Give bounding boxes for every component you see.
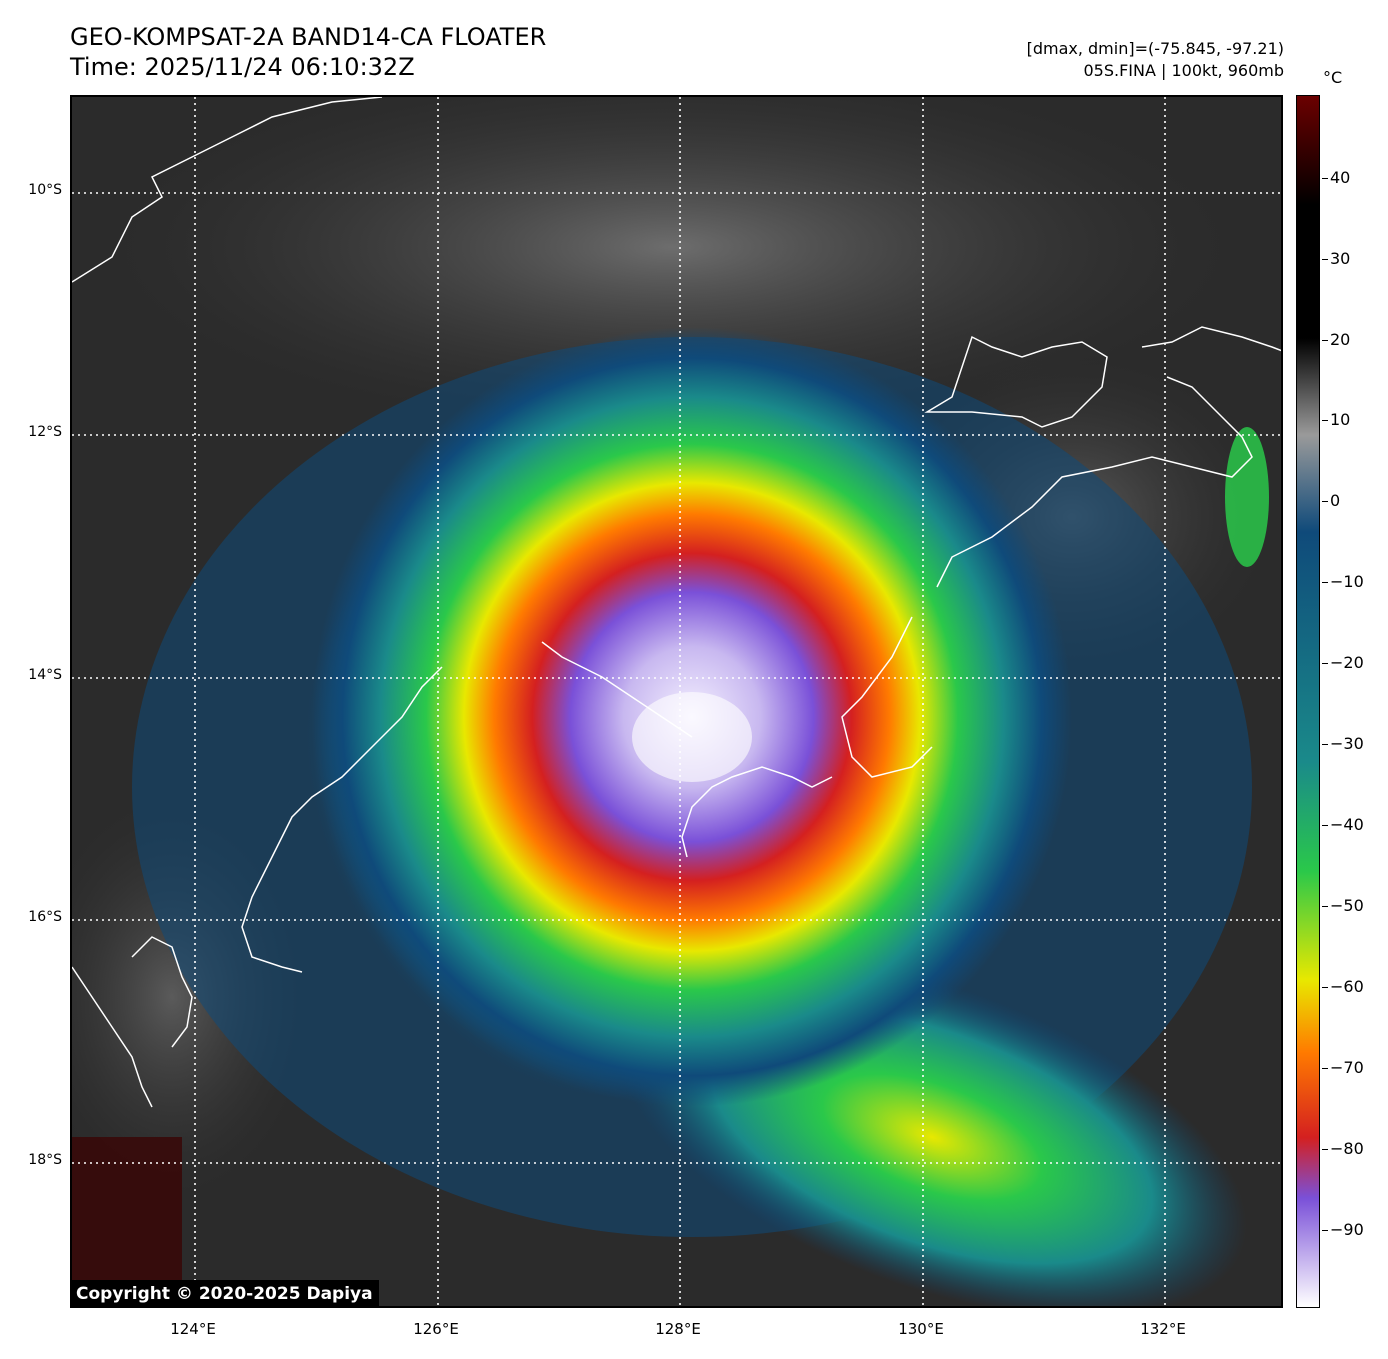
lon-label-124e: 124°E [170,1320,216,1338]
colorbar-label: −70 [1330,1058,1364,1077]
colorbar-tick [1322,987,1328,988]
lon-label-130e: 130°E [898,1320,944,1338]
lon-label-126e: 126°E [413,1320,459,1338]
colorbar-label: 40 [1330,168,1351,187]
lon-label-128e: 128°E [655,1320,701,1338]
lat-label-14s: 14°S [28,667,62,683]
colorbar-unit: °C [1323,68,1343,87]
satellite-map [70,95,1283,1308]
colorbar-tick [1322,825,1328,826]
colorbar-label: 10 [1330,410,1351,429]
colorbar-tick [1322,420,1328,421]
colorbar-label: −80 [1330,1139,1364,1158]
colorbar-tick [1322,178,1328,179]
colorbar-tick [1322,663,1328,664]
lat-label-10s: 10°S [28,182,62,198]
colorbar-label: 30 [1330,249,1351,268]
product-title: GEO-KOMPSAT-2A BAND14-CA FLOATER [70,23,547,51]
colorbar-tick [1322,259,1328,260]
coastlines [72,97,1281,1108]
colorbar-label: −50 [1330,896,1364,915]
lat-label-16s: 16°S [28,909,62,925]
data-range: [dmax, dmin]=(-75.845, -97.21) [1026,39,1284,58]
colorbar-tick [1322,340,1328,341]
colorbar-label: 20 [1330,330,1351,349]
colorbar-tick [1322,501,1328,502]
lon-label-132e: 132°E [1140,1320,1186,1338]
lat-label-12s: 12°S [28,424,62,440]
timestamp: Time: 2025/11/24 06:10:32Z [70,53,415,81]
colorbar-label: 0 [1330,491,1341,510]
colorbar-label: −60 [1330,977,1364,996]
info-block: [dmax, dmin]=(-75.845, -97.21) 05S.FINA … [1027,38,1284,82]
title-block: GEO-KOMPSAT-2A BAND14-CA FLOATER Time: 2… [70,22,546,82]
colorbar-label: −90 [1330,1220,1364,1239]
colorbar-tick [1322,582,1328,583]
colorbar-tick [1322,906,1328,907]
grid-lines [72,97,1281,1306]
colorbar-tick [1322,744,1328,745]
copyright-notice: Copyright © 2020-2025 Dapiya [70,1280,379,1308]
storm-info: 05S.FINA | 100kt, 960mb [1083,61,1284,80]
colorbar-tick [1322,1068,1328,1069]
satellite-imagery [72,97,1281,1306]
colorbar-label: −30 [1330,734,1364,753]
colorbar-label: −10 [1330,572,1364,591]
colorbar [1296,95,1320,1308]
colorbar-tick [1322,1149,1328,1150]
colorbar-label: −40 [1330,815,1364,834]
lat-label-18s: 18°S [28,1152,62,1168]
colorbar-tick [1322,1230,1328,1231]
colorbar-label: −20 [1330,653,1364,672]
